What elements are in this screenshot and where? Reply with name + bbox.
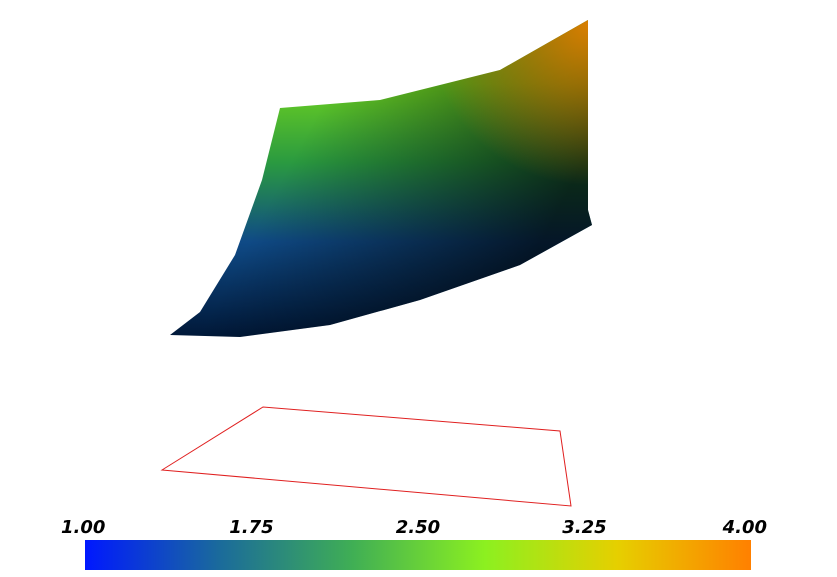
tick-label: 3.25 — [562, 517, 606, 538]
outline-box — [160, 406, 572, 507]
color-bar — [85, 540, 751, 570]
tick-label: 1.75 — [229, 517, 273, 538]
tick-label: 1.00 — [61, 517, 105, 538]
tick-label: 2.50 — [396, 517, 440, 538]
tick-label: 4.00 — [722, 517, 767, 538]
surface — [170, 20, 592, 337]
